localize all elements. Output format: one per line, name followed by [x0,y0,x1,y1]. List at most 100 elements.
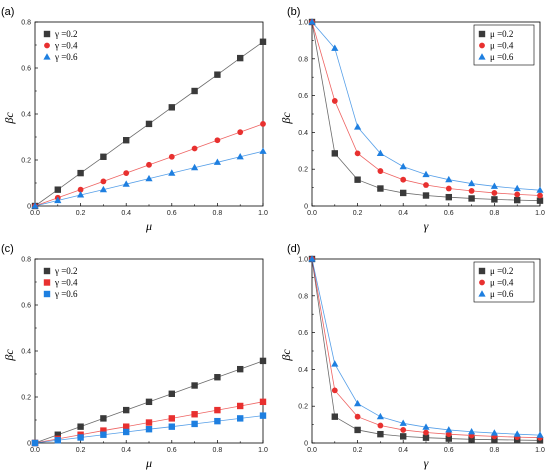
data-point [191,382,198,389]
legend-label: μ =0.6 [490,289,514,299]
legend-marker [479,279,485,286]
x-tick-label: 0.2 [76,210,86,217]
x-tick-label: 0.4 [398,210,408,217]
x-tick-label: 0.8 [213,210,223,217]
data-point [168,415,175,422]
y-tick-label: 1.0 [298,20,308,27]
data-point [445,431,452,438]
data-point [490,429,498,436]
x-tick-label: 0.4 [121,210,131,217]
x-tick-label: 0.8 [490,210,500,217]
data-point [445,175,453,183]
data-point [331,150,338,157]
data-point [514,191,521,198]
x-axis-label: μ [145,456,152,470]
x-tick-label: 0.0 [30,447,40,454]
legend-marker [43,290,51,298]
data-point [399,162,407,170]
data-point [237,415,244,422]
data-point [100,153,107,160]
data-point [191,145,198,152]
data-point [377,422,384,429]
data-point [260,120,266,127]
data-point [400,189,407,197]
x-tick-label: 0.4 [121,447,131,454]
data-point [331,413,338,420]
legend-marker [43,267,51,275]
chart-panel-a: (a) 0.0 0.2 0.4 0.6 0.8 1.0 0 0.2 0.4 0.6 0.8 μ βc γ =… [1,6,268,233]
y-tick-label: 0.6 [298,93,308,100]
data-point [123,423,130,430]
data-point [122,180,130,187]
data-point [168,390,175,397]
data-point [376,149,384,156]
y-tick-label: 0.8 [298,293,308,300]
panel-label: (d) [287,243,300,255]
data-point [491,190,498,196]
y-tick-label: 0 [304,441,308,448]
y-tick-label: 0 [27,441,31,448]
legend-marker [43,279,51,286]
x-tick-label: 0.8 [490,447,500,454]
data-point [376,412,384,420]
x-tick-label: 0.2 [353,447,363,454]
data-point [145,120,153,128]
x-axis-label: μ [145,219,152,233]
data-point [99,185,107,193]
series-3 [31,412,267,447]
legend-marker [478,53,486,60]
legend-marker [478,30,486,38]
data-point [214,374,221,381]
x-tick-label: 0.6 [167,447,177,454]
data-point [537,192,543,199]
data-point [308,18,316,25]
data-point [331,360,339,367]
x-tick-label: 0.6 [444,447,454,454]
data-point [214,137,221,144]
data-point [423,429,429,436]
legend: μ =0.2 μ =0.4μ =0.6 [473,24,535,66]
legend-marker [479,42,485,49]
data-point [400,427,407,433]
legend-marker [43,53,51,60]
data-point [237,365,244,373]
data-point [259,147,267,154]
data-point [536,197,544,204]
series-3 [31,147,267,209]
x-tick-label: 1.0 [258,210,268,217]
data-point [145,426,153,433]
y-tick-label: 0.6 [298,330,308,337]
data-point [236,152,244,160]
data-point [237,54,244,62]
data-point [514,436,521,444]
data-point [491,196,498,203]
x-tick-label: 1.0 [535,447,545,454]
x-tick-label: 0.4 [398,447,408,454]
data-point [400,176,407,183]
data-point [191,163,199,171]
x-axis-label: γ [424,456,429,470]
x-tick-label: 0.0 [307,210,317,217]
y-axis-label: βc [279,112,293,125]
y-tick-label: 0.6 [21,303,31,310]
data-point [468,436,475,443]
data-point [31,202,39,209]
x-tick-label: 0.6 [444,210,454,217]
data-point [445,193,452,201]
data-point [422,192,430,199]
y-tick-label: 0 [304,204,308,211]
data-point [259,357,267,365]
data-point [146,161,152,168]
data-point [100,415,107,422]
panel-label: (b) [287,6,300,18]
legend-label: γ =0.6 [54,52,78,62]
data-point [77,191,85,198]
data-point [123,137,130,144]
legend-label: μ =0.2 [490,29,513,39]
data-point [445,435,452,442]
data-point [168,153,175,160]
data-point [331,387,338,394]
data-point [237,402,244,410]
data-point [536,431,544,438]
